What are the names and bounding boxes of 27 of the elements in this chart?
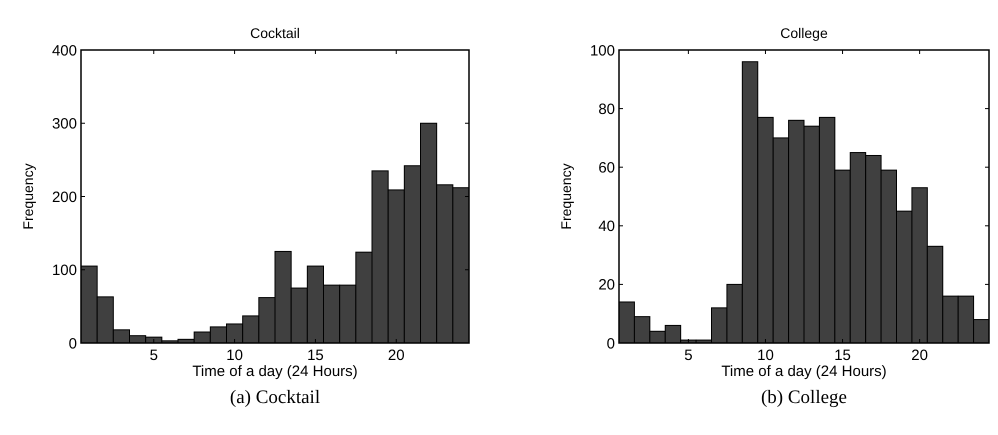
x-axis-title: Time of a day (24 Hours)	[721, 363, 887, 380]
y-tick-label: 100	[52, 262, 77, 279]
y-tick-label: 400	[52, 42, 77, 60]
x-tick-label: 10	[757, 347, 774, 364]
y-tick-label: 60	[598, 159, 615, 176]
y-tick-label: 100	[590, 42, 615, 60]
text: (a) Cocktail	[230, 387, 320, 408]
chart-title: Cocktail	[250, 25, 300, 41]
y-axis-title: Frequency	[20, 163, 36, 230]
y-tick-label: 40	[598, 218, 615, 236]
x-tick-label: 15	[307, 347, 324, 364]
x-tick-label: 5	[150, 347, 158, 364]
x-tick-label: 5	[684, 347, 693, 364]
x-tick-label: 20	[911, 347, 928, 364]
y-tick-label: 300	[52, 116, 77, 132]
chart-title: College	[780, 25, 828, 41]
x-axis-title: Time of a day (24 Hours)	[192, 363, 358, 380]
y-axis-title: Frequency	[558, 163, 574, 230]
y-tick-label: 0	[606, 335, 615, 352]
y-tick-label: 20	[598, 276, 615, 294]
x-tick-label: 15	[834, 347, 851, 364]
text: (b) College	[760, 387, 848, 408]
y-tick-label: 0	[68, 335, 77, 352]
x-tick-label: 10	[226, 347, 243, 364]
x-tick-label: 20	[388, 347, 405, 364]
y-tick-label: 200	[52, 188, 77, 206]
y-tick-label: 80	[598, 100, 615, 118]
